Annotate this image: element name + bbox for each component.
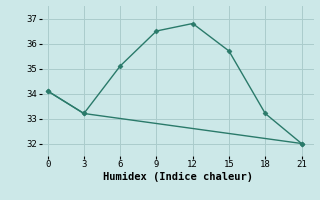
X-axis label: Humidex (Indice chaleur): Humidex (Indice chaleur) xyxy=(103,172,252,182)
